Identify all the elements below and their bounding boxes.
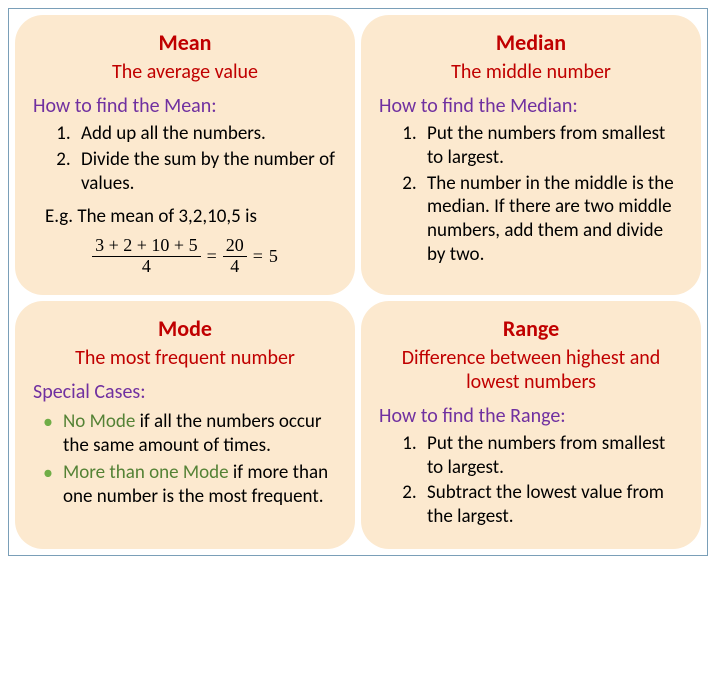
fraction-1: 3 + 2 + 10 + 5 4	[92, 236, 200, 277]
range-subtitle: Difference between highest and lowest nu…	[379, 346, 683, 394]
infographic-container: Mean The average value How to find the M…	[8, 8, 708, 556]
mode-title: Mode	[33, 315, 337, 342]
bullet-lead: More than one Mode	[63, 461, 229, 484]
card-median: Median The middle number How to find the…	[361, 15, 701, 295]
range-steps: Put the numbers from smallest to largest…	[379, 432, 683, 529]
frac2-den: 4	[227, 257, 242, 277]
mean-steps: Add up all the numbers. Divide the sum b…	[33, 122, 337, 195]
card-mean: Mean The average value How to find the M…	[15, 15, 355, 295]
mode-bullets: No Mode if all the numbers occur the sam…	[33, 410, 337, 509]
list-item: Put the numbers from smallest to largest…	[421, 122, 683, 170]
fraction-2: 20 4	[223, 236, 247, 277]
range-title: Range	[379, 315, 683, 342]
list-item: The number in the middle is the median. …	[421, 172, 683, 267]
mode-subtitle: The most frequent number	[33, 346, 337, 370]
frac1-num: 3 + 2 + 10 + 5	[92, 236, 200, 257]
list-item: Divide the sum by the number of values.	[75, 148, 337, 196]
list-item: Add up all the numbers.	[75, 122, 337, 146]
mean-example-label: E.g. The mean of 3,2,10,5 is	[33, 205, 337, 228]
median-howto-label: How to find the Median:	[379, 94, 683, 118]
median-title: Median	[379, 29, 683, 56]
mean-formula: 3 + 2 + 10 + 5 4 = 20 4 = 5	[33, 236, 337, 277]
median-subtitle: The middle number	[379, 60, 683, 84]
equals-2: =	[253, 246, 263, 267]
bullet-lead: No Mode	[63, 410, 135, 433]
formula-result: 5	[269, 246, 278, 267]
list-item: More than one Mode if more than one numb…	[41, 461, 337, 509]
card-mode: Mode The most frequent number Special Ca…	[15, 301, 355, 549]
list-item: No Mode if all the numbers occur the sam…	[41, 410, 337, 458]
mean-title: Mean	[33, 29, 337, 56]
mode-special-label: Special Cases:	[33, 380, 337, 404]
equals-1: =	[207, 246, 217, 267]
list-item: Put the numbers from smallest to largest…	[421, 432, 683, 480]
mean-howto-label: How to find the Mean:	[33, 94, 337, 118]
frac2-num: 20	[223, 236, 247, 257]
frac1-den: 4	[139, 257, 154, 277]
median-steps: Put the numbers from smallest to largest…	[379, 122, 683, 267]
card-range: Range Difference between highest and low…	[361, 301, 701, 549]
mean-subtitle: The average value	[33, 60, 337, 84]
list-item: Subtract the lowest value from the large…	[421, 481, 683, 529]
range-howto-label: How to find the Range:	[379, 404, 683, 428]
